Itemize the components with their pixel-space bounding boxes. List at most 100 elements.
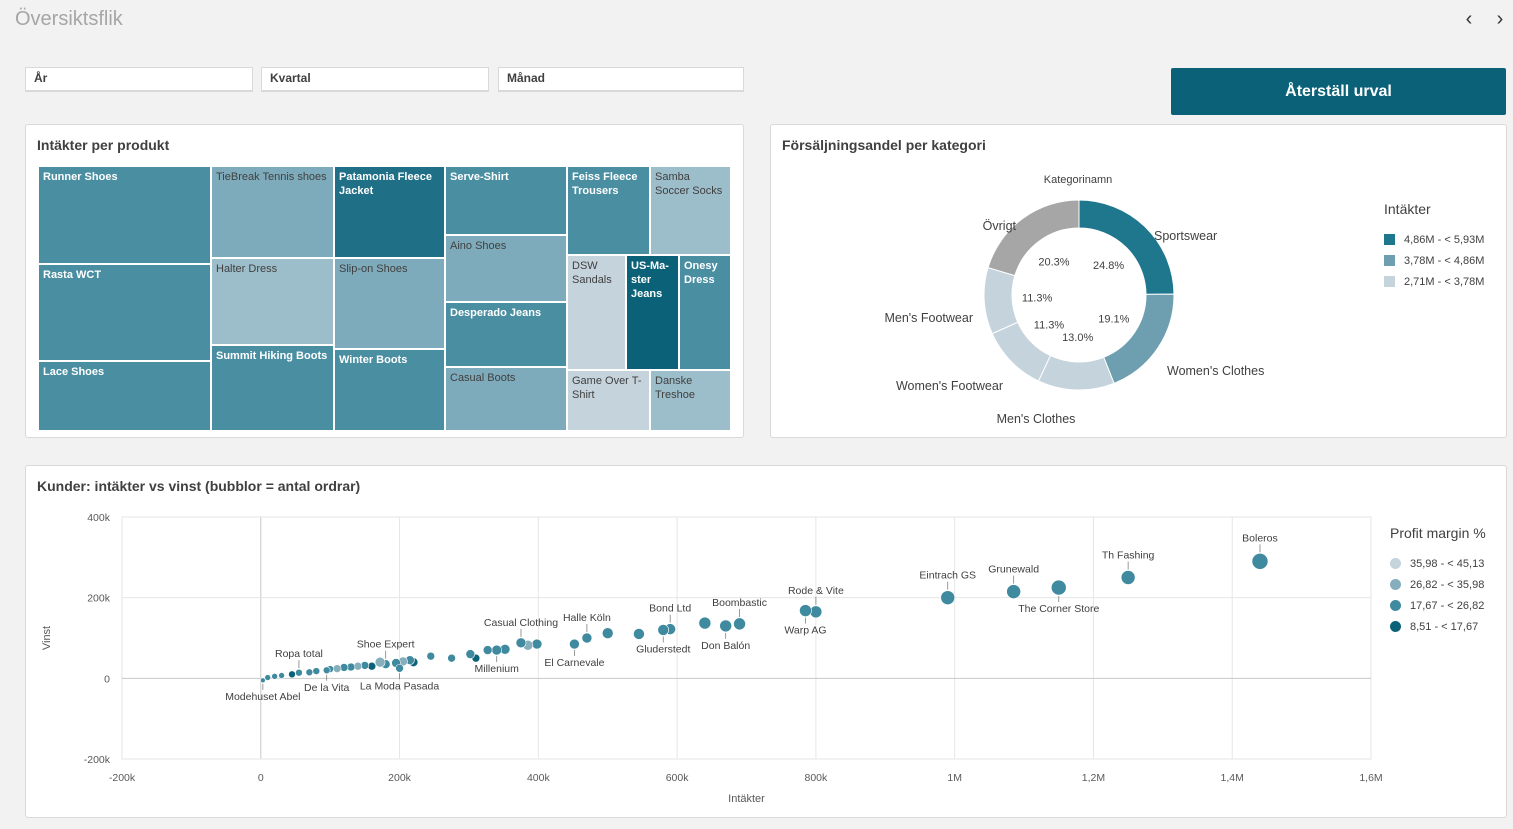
treemap-cell[interactable]: Desperado Jeans	[445, 302, 567, 367]
x-tick-label: 600k	[666, 772, 690, 784]
treemap-cell[interactable]: US-Ma-ster Jeans	[626, 255, 679, 370]
legend-item[interactable]: 17,67 - < 26,82	[1390, 595, 1484, 616]
treemap-cell[interactable]: Patamonia Fleece Jacket	[334, 166, 445, 258]
scatter-point[interactable]	[1050, 579, 1067, 596]
scatter-point[interactable]	[601, 627, 614, 639]
scatter-point[interactable]	[395, 663, 404, 673]
donut-slice[interactable]	[983, 266, 1019, 335]
treemap-cell[interactable]: Serve-Shirt	[445, 166, 567, 235]
x-tick-label: 400k	[527, 772, 551, 784]
treemap-cell[interactable]: Onesy Dress	[679, 255, 731, 370]
scatter-point[interactable]	[426, 651, 436, 661]
scatter-point[interactable]	[531, 638, 543, 650]
scatter-point[interactable]	[374, 656, 386, 668]
scatter-point[interactable]	[288, 670, 296, 679]
treemap-cell[interactable]: TieBreak Tennis shoes	[211, 166, 334, 258]
treemap-cell[interactable]: Rasta WCT	[38, 264, 211, 361]
treemap-cell-label: Runner Shoes	[43, 171, 118, 183]
filter-quarter[interactable]: Kvartal	[261, 67, 489, 92]
scatter-point[interactable]	[733, 617, 746, 631]
treemap-cell[interactable]: Lace Shoes	[38, 361, 211, 431]
scatter-point-label: Boombastic	[712, 597, 767, 609]
legend-item[interactable]: 2,71M - < 3,78M	[1384, 271, 1484, 292]
scatter-point[interactable]	[581, 632, 593, 644]
treemap-title: Intäkter per produkt	[37, 137, 170, 153]
scatter-point[interactable]	[1006, 584, 1021, 599]
donut-slice-percent: 13.0%	[1062, 332, 1093, 344]
prev-sheet-button[interactable]: ‹	[1459, 8, 1479, 30]
scatter-point[interactable]	[799, 604, 812, 617]
treemap-cell[interactable]: Slip-on Shoes	[334, 258, 445, 349]
scatter-point-label: Bond Ltd	[649, 603, 691, 615]
scatter-point[interactable]	[482, 645, 493, 655]
legend-swatch	[1384, 276, 1395, 287]
donut-slice-percent: 20.3%	[1038, 256, 1069, 268]
treemap-cell[interactable]: Feiss Fleece Trousers	[567, 166, 650, 255]
scatter-point[interactable]	[305, 668, 314, 677]
scatter-point[interactable]	[491, 644, 503, 656]
next-sheet-button[interactable]: ›	[1490, 8, 1510, 30]
treemap-cell[interactable]: Samba Soccer Socks	[650, 166, 731, 255]
treemap-cell-label: Lace Shoes	[43, 366, 105, 378]
y-tick-label: -200k	[84, 754, 111, 766]
legend-item[interactable]: 4,86M - < 5,93M	[1384, 229, 1484, 250]
scatter-point[interactable]	[465, 649, 476, 659]
treemap-cell[interactable]: DSW Sandals	[567, 255, 626, 370]
filter-month[interactable]: Månad	[498, 67, 744, 92]
legend-item[interactable]: 26,82 - < 35,98	[1390, 574, 1484, 595]
treemap-panel: Intäkter per produkt Runner Shoes Rasta W…	[25, 124, 744, 438]
filter-year[interactable]: År	[25, 67, 253, 92]
treemap-cell[interactable]: Winter Boots	[334, 349, 445, 431]
treemap-cell[interactable]: Aino Shoes	[445, 235, 567, 302]
filter-year-label: År	[34, 71, 48, 85]
treemap-cell-label: Onesy Dress	[684, 260, 718, 286]
x-tick-label: 1,4M	[1221, 772, 1244, 784]
scatter-point[interactable]	[447, 653, 456, 663]
scatter-point[interactable]	[271, 673, 278, 680]
scatter-point[interactable]	[312, 667, 321, 675]
scatter-point[interactable]	[260, 677, 266, 684]
scatter-point[interactable]	[633, 628, 645, 640]
donut-slice[interactable]	[1078, 199, 1175, 295]
donut-slice[interactable]	[987, 199, 1080, 277]
scatter-point[interactable]	[809, 605, 823, 619]
legend-item[interactable]: 3,78M - < 4,86M	[1384, 250, 1484, 271]
scatter-point[interactable]	[719, 619, 732, 633]
scatter-point[interactable]	[657, 624, 670, 636]
legend-item[interactable]: 8,51 - < 17,67	[1390, 616, 1484, 637]
scatter-point[interactable]	[698, 616, 712, 630]
legend-item[interactable]: 35,98 - < 45,13	[1390, 553, 1484, 574]
treemap-cell[interactable]: Casual Boots	[445, 367, 567, 431]
donut-slice-percent: 11.3%	[1022, 293, 1053, 305]
scatter-point[interactable]	[1120, 570, 1136, 585]
scatter-point[interactable]	[322, 666, 331, 675]
treemap-cell[interactable]: Halter Dress	[211, 258, 334, 345]
treemap-cell[interactable]: Summit Hiking Boots	[211, 345, 334, 431]
scatter-point-label: El Carnevale	[544, 657, 604, 669]
x-tick-label: 0	[258, 772, 264, 784]
legend-swatch	[1384, 234, 1395, 245]
y-tick-label: 400k	[87, 512, 111, 524]
treemap-cell[interactable]: Runner Shoes	[38, 166, 211, 264]
scatter-point[interactable]	[940, 590, 956, 605]
scatter-point[interactable]	[1251, 553, 1269, 570]
scatter-point[interactable]	[332, 664, 342, 673]
scatter-point[interactable]	[569, 638, 580, 650]
treemap-cell[interactable]: Game Over T-Shirt	[567, 370, 650, 431]
donut-slice-percent: 19.1%	[1098, 313, 1129, 325]
donut-legend-title: Intäkter	[1384, 201, 1431, 217]
scatter-point[interactable]	[278, 672, 285, 679]
scatter-point[interactable]	[295, 668, 303, 677]
legend-label: 17,67 - < 26,82	[1410, 599, 1485, 612]
scatter-point[interactable]	[264, 674, 272, 681]
donut-slice[interactable]	[1037, 354, 1115, 391]
scatter-point[interactable]	[339, 663, 349, 672]
scatter-point-label: Boleros	[1242, 532, 1278, 544]
treemap-cell-label: Summit Hiking Boots	[216, 350, 328, 362]
donut-slice[interactable]	[1103, 293, 1175, 384]
treemap-cell-label: DSW Sandals	[572, 260, 612, 286]
reset-selection-button[interactable]: Återställ urval	[1171, 68, 1506, 115]
scatter-point[interactable]	[515, 637, 527, 649]
donut-subtitle: Kategorinamn	[1044, 174, 1113, 186]
treemap-cell[interactable]: Danske Treshoe	[650, 370, 731, 431]
